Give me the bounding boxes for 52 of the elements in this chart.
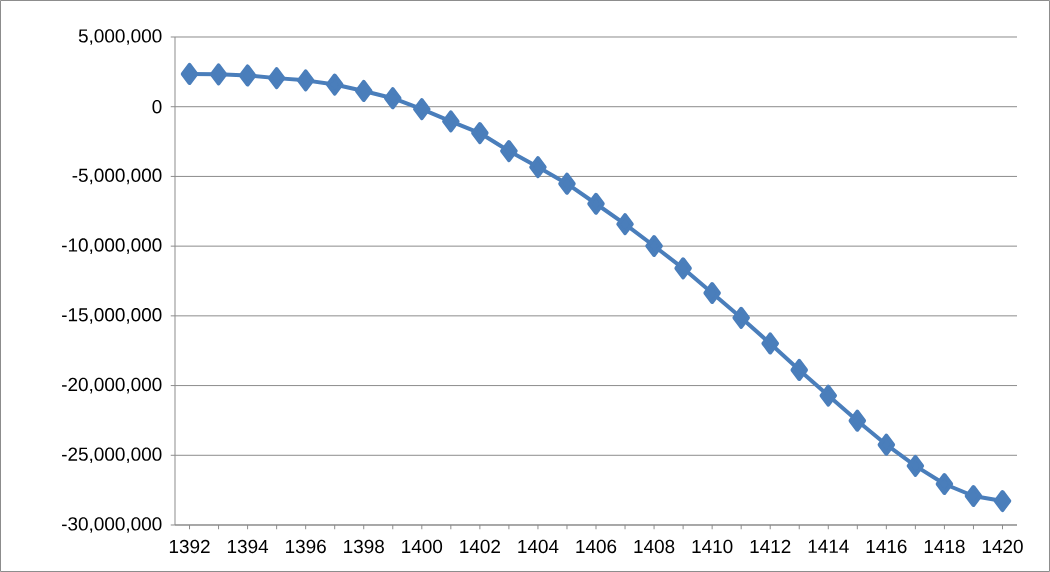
point [471,122,489,145]
point [645,235,663,257]
point [848,409,867,432]
point [732,306,750,329]
x-tick-label: 1392 [169,539,210,554]
point [529,156,547,179]
point [500,140,518,163]
y-tick-label: -10,000,000 [62,238,162,254]
x-tick-label: 1412 [750,539,791,553]
point [180,62,199,85]
point [413,98,431,121]
x-tick-label: 1408 [634,539,675,554]
point [993,490,1012,513]
point [238,64,257,87]
x-tick-label: 1396 [286,539,326,554]
point [267,67,286,90]
x-tick-label: 1402 [460,539,500,554]
x-tick-label: 1400 [402,539,443,554]
point [790,358,808,381]
x-tick-label: 1398 [344,539,384,554]
point [558,172,576,195]
x-tick-label: 1394 [227,539,269,554]
point [587,192,605,215]
y-tick-label: -30,000,000 [62,517,162,533]
x-tick-label: 1410 [692,539,733,554]
point [877,433,896,456]
point [674,257,692,280]
point [964,485,983,507]
y-tick-label: 0 [152,100,162,114]
point [354,79,373,102]
point [442,110,460,133]
x-tick-label: 1404 [518,539,559,554]
point [819,384,838,407]
point [325,73,344,96]
x-tick-label: 1416 [866,539,907,554]
x-tick-label: 1414 [808,539,849,553]
y-tick-label: 5,000,000 [78,29,162,45]
y-tick-label: -5,000,000 [72,168,162,185]
point [384,87,402,110]
point [761,332,779,355]
point [703,281,721,304]
x-tick-label: 1420 [982,539,1023,554]
point [616,213,634,236]
point [209,63,228,86]
y-tick-label: -15,000,000 [62,308,162,324]
x-tick-label: 1406 [576,539,617,554]
point [296,69,315,92]
y-tick-label: -25,000,000 [62,447,162,464]
point [906,454,925,477]
x-tick-label: 1418 [924,539,965,554]
y-tick-label: -20,000,000 [62,377,162,394]
point [935,473,954,496]
